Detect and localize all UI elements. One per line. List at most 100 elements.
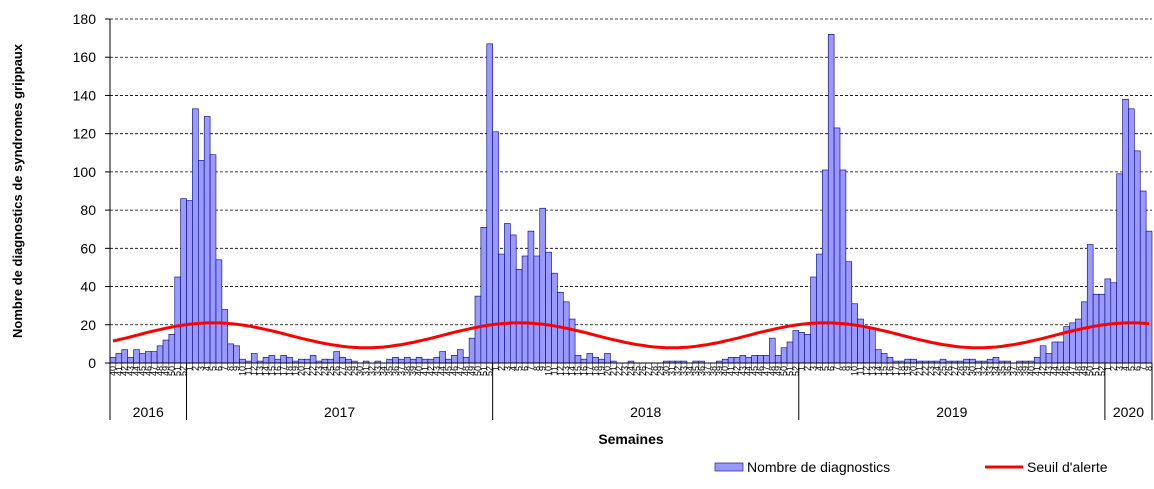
x-tick-label: 21: [608, 366, 618, 376]
bar: [339, 356, 346, 364]
x-tick-label: 48: [1073, 366, 1083, 376]
x-axis-title: Semaines: [598, 431, 664, 447]
bar: [186, 200, 193, 364]
bar: [1033, 356, 1041, 364]
x-tick-label: 47: [1068, 366, 1078, 376]
x-tick-label: 8: [226, 366, 236, 371]
x-tick-label: 7: [220, 366, 230, 371]
x-tick-label: 28: [650, 366, 660, 376]
bar: [592, 356, 599, 364]
x-tick-label: 11: [856, 366, 866, 375]
x-tick-label: 27: [950, 366, 960, 376]
bar: [1098, 293, 1106, 364]
year-label: 2017: [324, 404, 355, 420]
bar: [398, 358, 405, 364]
x-tick-label: 22: [614, 366, 624, 376]
bar: [1128, 108, 1135, 364]
bar: [751, 355, 758, 364]
bar: [521, 255, 529, 364]
x-tick-label: 45: [137, 366, 147, 376]
bar: [451, 355, 458, 364]
x-tick-label: 51: [173, 366, 183, 376]
bar: [774, 355, 782, 364]
bar: [939, 358, 947, 364]
x-tick-label: 37: [1009, 366, 1019, 376]
x-tick-label: 39: [714, 366, 724, 376]
bar: [1116, 173, 1123, 364]
x-tick-label: 12: [861, 366, 871, 376]
x-tick-label: 3: [1115, 366, 1125, 371]
bar: [150, 351, 158, 364]
x-tick-label: 47: [761, 366, 771, 376]
x-tick-label: 17: [585, 366, 595, 376]
x-tick-label: 30: [355, 366, 365, 376]
x-tick-label: 8: [838, 366, 848, 371]
bar: [486, 43, 493, 364]
bar: [445, 358, 452, 364]
bar: [274, 358, 282, 364]
x-tick-label: 18: [285, 366, 295, 376]
x-tick-label: 17: [891, 366, 901, 376]
bar: [133, 349, 140, 364]
bar: [221, 309, 229, 364]
x-tick-label: 42: [732, 366, 742, 376]
x-tick-label: 48: [461, 366, 471, 376]
bar: [786, 341, 794, 364]
x-tick-label: 35: [691, 366, 701, 376]
bar: [886, 356, 894, 364]
x-tick-label: 35: [385, 366, 395, 376]
x-tick-label: 4: [202, 366, 212, 371]
bar: [1092, 293, 1100, 364]
legend-label: Nombre de diagnostics: [747, 459, 890, 475]
x-tick-label: 39: [408, 366, 418, 376]
x-tick-label: 48: [155, 366, 165, 376]
x-tick-label: 50: [1085, 366, 1095, 376]
x-tick-label: 2: [190, 366, 200, 371]
x-tick-label: 29: [349, 366, 359, 376]
x-tick-label: 28: [343, 366, 353, 376]
bar: [869, 328, 876, 364]
x-tick-label: 51: [479, 366, 489, 376]
x-tick-label: 32: [979, 366, 989, 376]
x-tick-label: 36: [1003, 366, 1013, 376]
x-tick-label: 19: [597, 366, 607, 376]
x-tick-label: 38: [708, 366, 718, 376]
x-tick-label: 22: [920, 366, 930, 376]
x-tick-label: 24: [626, 366, 636, 376]
bar: [427, 358, 435, 364]
x-tick-label: 1: [797, 366, 807, 371]
x-tick-label: 52: [179, 366, 189, 376]
x-tick-label: 52: [485, 366, 495, 376]
x-tick-label: 38: [402, 366, 412, 376]
bar: [580, 358, 588, 364]
x-tick-label: 4: [814, 366, 824, 371]
x-tick-label: 6: [214, 366, 224, 371]
x-tick-label: 2: [1109, 366, 1119, 371]
x-tick-label: 52: [1097, 366, 1107, 376]
x-tick-label: 36: [697, 366, 707, 376]
bar: [480, 227, 488, 364]
x-tick-label: 2: [803, 366, 813, 371]
x-tick-label: 30: [661, 366, 671, 376]
bar: [1104, 278, 1112, 364]
y-tick-label: 120: [73, 126, 97, 142]
bar: [1045, 353, 1053, 364]
bar: [798, 332, 805, 364]
bar: [533, 255, 541, 364]
bar: [298, 358, 305, 364]
x-tick-label: 1: [1103, 366, 1113, 371]
x-tick-label: 41: [726, 366, 736, 376]
x-tick-label: 42: [120, 366, 130, 376]
x-tick-label: 32: [673, 366, 683, 376]
bar: [880, 353, 888, 364]
bar: [439, 351, 446, 364]
x-tick-label: 6: [826, 366, 836, 371]
x-tick-label: 28: [956, 366, 966, 376]
bar: [239, 358, 246, 364]
bar: [156, 345, 164, 364]
x-tick-label: 37: [703, 366, 713, 376]
x-tick-label: 27: [644, 366, 654, 376]
x-tick-label: 5: [820, 366, 830, 371]
bar: [268, 355, 276, 364]
x-tick-label: 46: [143, 366, 153, 376]
